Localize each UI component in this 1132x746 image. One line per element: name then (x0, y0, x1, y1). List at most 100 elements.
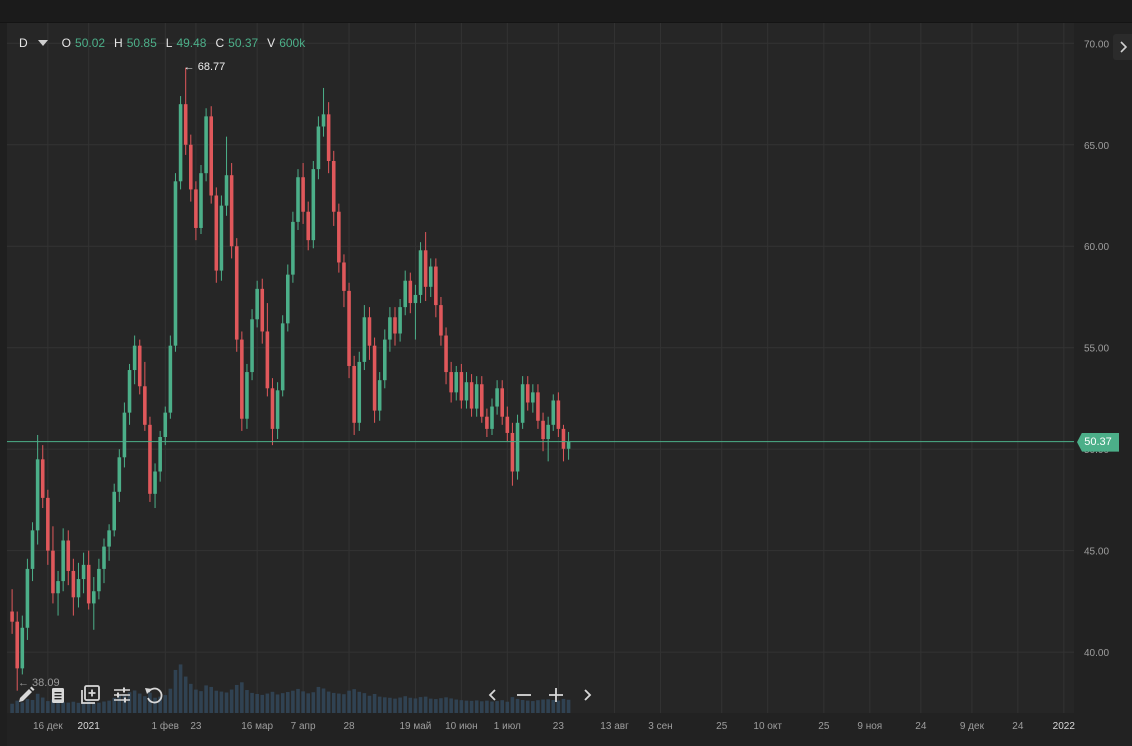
x-tick-label: 16 мар (241, 721, 273, 732)
volume-bar (66, 702, 71, 713)
volume-bar (464, 700, 469, 713)
candle-body (428, 266, 433, 287)
candle-body (40, 459, 45, 498)
x-tick-label: 3 сен (648, 721, 672, 732)
candle-body (25, 568, 30, 628)
x-tick-label: 2021 (78, 721, 101, 732)
volume-bar (204, 685, 208, 713)
candle-body (505, 416, 510, 433)
chevron-right-icon[interactable] (576, 683, 600, 707)
volume-bar (531, 701, 535, 713)
candle-body (117, 457, 122, 492)
volume-bar (153, 697, 157, 713)
sliders-icon[interactable] (110, 683, 134, 707)
volume-bar (30, 699, 35, 713)
volume-bar (301, 691, 305, 713)
y-tick-label: 60.00 (1084, 242, 1109, 253)
volume-bar (331, 692, 336, 713)
volume-bar (234, 684, 239, 713)
volume-bar (15, 700, 19, 713)
side-panel-toggle-button[interactable] (1113, 34, 1132, 60)
candle-body (173, 181, 178, 346)
volume-bar (270, 691, 275, 713)
volume-bar (265, 693, 270, 713)
volume-bar (418, 697, 423, 713)
candle-body (495, 388, 499, 407)
candle-body (418, 250, 423, 295)
pencil-icon[interactable] (14, 683, 38, 707)
candle-body (143, 386, 147, 425)
volume-bar (214, 690, 219, 713)
x-tick-label: 16 дек (33, 721, 63, 732)
volume-bar (495, 701, 499, 713)
x-tick-label: 19 май (399, 721, 431, 732)
volume-bar (561, 698, 566, 713)
candle-body (444, 335, 448, 373)
candle-body (255, 288, 259, 320)
volume-bar (510, 697, 515, 713)
volume-bar (61, 702, 65, 713)
max-price-marker: ← 68.77 (183, 61, 226, 74)
candle-body (566, 441, 571, 449)
chevron-left-icon[interactable] (480, 683, 504, 707)
candle-body (331, 161, 336, 212)
candle-body (541, 420, 545, 440)
candle-body (311, 169, 316, 241)
volume-bar (480, 701, 484, 713)
volume-bar (280, 693, 285, 713)
volume-bar (92, 703, 96, 713)
candle-body (306, 211, 310, 241)
volume-bar (398, 697, 402, 713)
zoom-in-icon[interactable] (544, 683, 568, 707)
volume-bar (189, 683, 193, 713)
candle-body (454, 372, 459, 393)
candle-body (561, 428, 566, 449)
volume-bar (35, 693, 40, 713)
volume-bar (536, 700, 540, 713)
zoom-out-icon[interactable] (512, 683, 536, 707)
volume-bar (541, 699, 545, 713)
low-value: 49.48 (176, 36, 207, 50)
candle-body (357, 361, 362, 423)
top-bar (0, 0, 1132, 23)
list-icon[interactable] (46, 683, 70, 707)
volume-bar (163, 695, 168, 713)
volume-bar (515, 698, 520, 713)
volume-bar (183, 676, 188, 713)
candle-body (234, 246, 239, 340)
volume-bar (178, 664, 183, 713)
left-margin (0, 23, 7, 746)
volume-bar (20, 702, 25, 713)
volume-bar (454, 699, 459, 713)
timeframe-label[interactable]: D (19, 36, 28, 50)
volume-bar (306, 693, 310, 713)
open-value: 50.02 (75, 36, 106, 50)
timeframe-dropdown-icon[interactable] (37, 35, 48, 51)
volume-bar (393, 698, 397, 713)
volume-bar (357, 691, 362, 713)
candle-body (459, 372, 464, 401)
navigation-toolbar (480, 682, 600, 708)
volume-bar (449, 698, 453, 713)
candle-body (178, 104, 183, 182)
candle-body (296, 177, 300, 222)
volume-bar (250, 692, 254, 713)
reset-icon[interactable] (142, 683, 166, 707)
x-tick-label: 23 (553, 721, 565, 732)
candle-body (377, 380, 382, 411)
add-layer-icon[interactable] (78, 683, 102, 707)
y-tick-label: 45.00 (1084, 547, 1109, 558)
candle-body (245, 372, 249, 419)
candle-body (15, 621, 19, 669)
candle-body (474, 384, 479, 409)
candle-body (352, 365, 356, 423)
volume-bar (321, 688, 326, 713)
volume-bar (556, 700, 561, 713)
candle-body (76, 579, 81, 598)
drawing-toolbar (14, 682, 166, 708)
candle-body (434, 266, 438, 306)
volume-bar (352, 689, 356, 713)
candle-body (520, 384, 525, 423)
candle-body (413, 294, 418, 304)
